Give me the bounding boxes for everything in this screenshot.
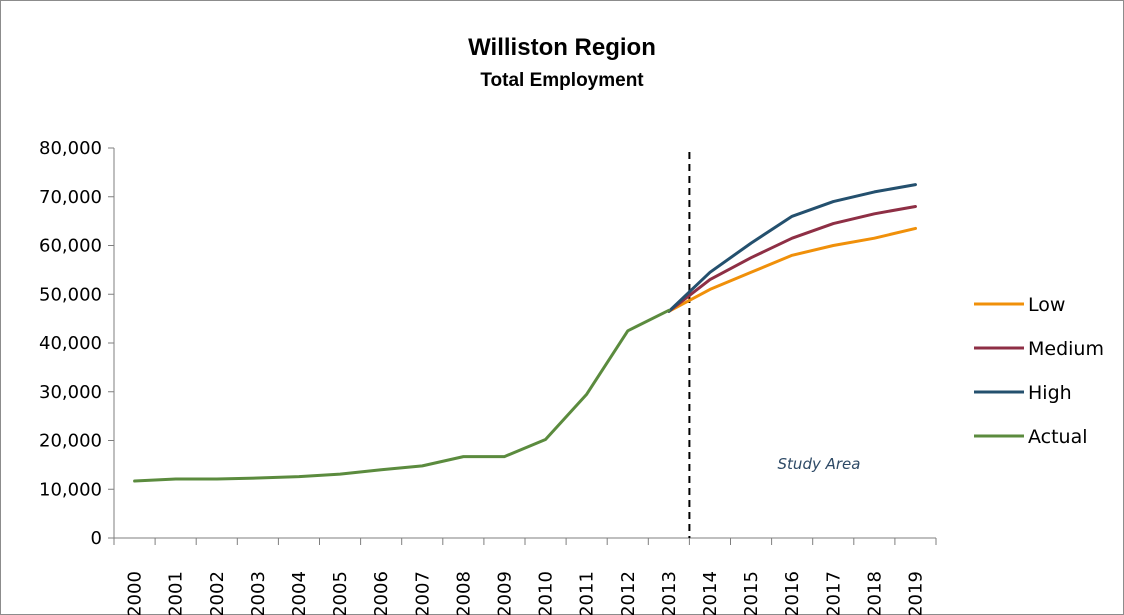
legend-label-low: Low: [1028, 294, 1065, 316]
legend-label-actual: Actual: [1028, 426, 1088, 448]
legend-label-high: High: [1028, 382, 1072, 404]
y-tick-label: 30,000: [39, 382, 102, 403]
y-tick-label: 0: [91, 528, 102, 549]
x-tick-label: 2009: [494, 571, 515, 615]
x-tick-label: 2013: [659, 571, 680, 615]
y-tick-label: 40,000: [39, 333, 102, 354]
x-tick-label: 2000: [125, 571, 146, 615]
series-line-high: [667, 183, 917, 313]
series-line-low: [667, 226, 917, 313]
chart-title: Williston Region: [468, 34, 656, 61]
y-tick-label: 70,000: [39, 187, 102, 208]
x-tick-label: 2014: [700, 571, 721, 615]
legend: Low Medium High Actual: [974, 294, 1104, 448]
series-lines: Study Area: [133, 152, 917, 538]
legend-label-medium: Medium: [1028, 338, 1104, 360]
x-tick-label: 2017: [823, 571, 844, 615]
study-area-label: Study Area: [778, 455, 861, 473]
x-tick-label: 2018: [864, 571, 885, 615]
chart-subtitle: Total Employment: [480, 70, 644, 91]
x-tick-label: 2004: [289, 571, 310, 615]
x-tick-label: 2011: [577, 571, 598, 615]
series-line-medium: [667, 205, 917, 313]
series-line-actual: [133, 308, 671, 483]
y-axis-ticks: 0 10,000 20,000 30,000 40,000 50,000 60,000 70,…: [39, 138, 114, 549]
x-tick-label: 2006: [371, 571, 392, 615]
y-tick-label: 10,000: [39, 479, 102, 500]
x-tick-label: 2003: [248, 571, 269, 615]
x-tick-label: 2019: [905, 571, 926, 615]
x-tick-label: 2008: [453, 571, 474, 615]
y-tick-label: 60,000: [39, 236, 102, 257]
x-tick-label: 2007: [412, 571, 433, 615]
y-tick-label: 80,000: [39, 138, 102, 159]
x-tick-label: 2005: [330, 571, 351, 615]
x-tick-label: 2010: [536, 571, 557, 615]
x-tick-label: 2012: [618, 571, 639, 615]
x-tick-label: 2015: [741, 571, 762, 615]
y-tick-label: 20,000: [39, 431, 102, 452]
x-tick-label: 2001: [166, 571, 187, 615]
x-axis-ticks: 2000 2001 2002 2003 2004 2005 2006 2007 2008 2009…: [113, 538, 937, 615]
y-tick-label: 50,000: [39, 284, 102, 305]
x-tick-label: 2002: [207, 571, 228, 615]
x-tick-label: 2016: [782, 571, 803, 615]
